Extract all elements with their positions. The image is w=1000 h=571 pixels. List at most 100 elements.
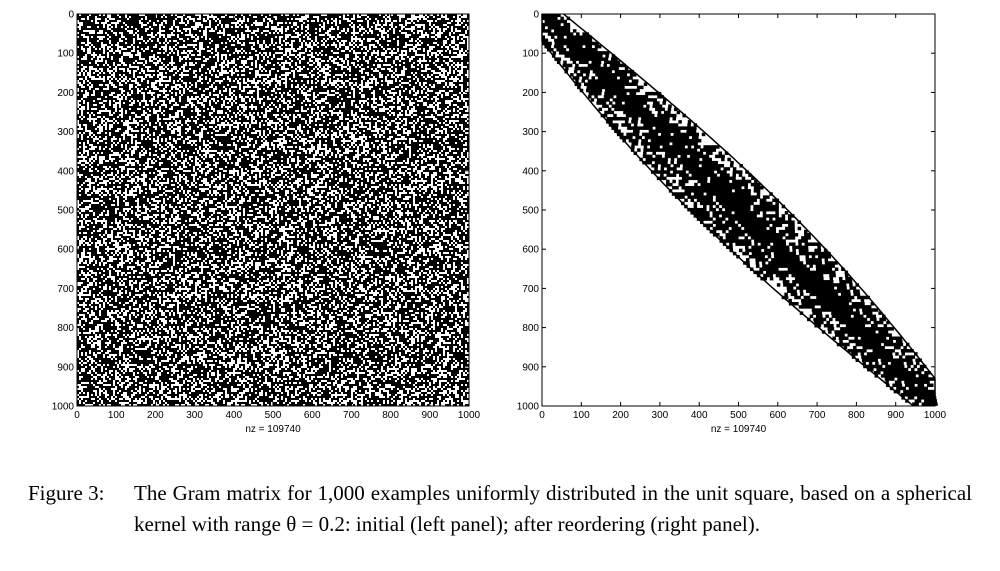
matrix-cell xyxy=(263,104,265,106)
matrix-cell xyxy=(157,110,159,112)
matrix-cell xyxy=(295,62,297,64)
matrix-cell xyxy=(387,100,389,102)
matrix-cell xyxy=(313,16,315,18)
matrix-cell xyxy=(323,14,325,16)
matrix-cell xyxy=(147,28,149,30)
matrix-cell xyxy=(201,130,203,132)
matrix-cell xyxy=(175,124,177,126)
matrix-cell xyxy=(313,56,315,58)
matrix-cell xyxy=(195,84,197,86)
matrix-cell xyxy=(87,26,89,28)
matrix-cell xyxy=(235,120,237,122)
matrix-cell xyxy=(111,140,113,142)
matrix-cell xyxy=(269,130,271,132)
matrix-cell xyxy=(195,120,197,122)
matrix-cell xyxy=(133,118,135,120)
matrix-cell xyxy=(435,60,437,62)
matrix-cell xyxy=(107,48,109,50)
matrix-cell xyxy=(229,80,231,82)
matrix-cell xyxy=(251,104,253,106)
matrix-cell xyxy=(275,52,277,54)
matrix-cell xyxy=(311,150,313,152)
matrix-cell xyxy=(325,148,327,150)
matrix-cell xyxy=(217,70,219,72)
matrix-cell xyxy=(135,126,137,128)
matrix-cell xyxy=(173,132,175,134)
matrix-cell xyxy=(171,132,173,134)
matrix-cell xyxy=(383,118,385,120)
matrix-cell xyxy=(357,116,359,118)
matrix-cell xyxy=(209,72,211,74)
matrix-cell xyxy=(439,52,441,54)
matrix-cell xyxy=(343,138,345,140)
matrix-cell xyxy=(297,48,299,50)
matrix-cell xyxy=(357,152,359,154)
matrix-cell xyxy=(137,68,139,70)
matrix-cell xyxy=(389,40,391,42)
matrix-cell xyxy=(205,32,207,34)
matrix-cell xyxy=(245,114,247,116)
matrix-cell xyxy=(255,64,257,66)
matrix-cell xyxy=(361,82,363,84)
matrix-cell xyxy=(331,56,333,58)
matrix-cell xyxy=(347,30,349,32)
matrix-cell xyxy=(451,130,453,132)
matrix-cell xyxy=(209,26,211,28)
matrix-cell xyxy=(151,94,153,96)
matrix-cell xyxy=(285,78,287,80)
matrix-cell xyxy=(221,144,223,146)
matrix-cell xyxy=(215,16,217,18)
matrix-cell xyxy=(391,66,393,68)
matrix-cell xyxy=(391,82,393,84)
matrix-cell xyxy=(431,114,433,116)
matrix-cell xyxy=(427,64,429,66)
matrix-cell xyxy=(351,102,353,104)
matrix-cell xyxy=(375,28,377,30)
matrix-cell xyxy=(339,36,341,38)
matrix-cell xyxy=(309,46,311,48)
matrix-cell xyxy=(459,42,461,44)
matrix-cell xyxy=(147,86,149,88)
matrix-cell xyxy=(81,68,83,70)
matrix-cell xyxy=(409,58,411,60)
matrix-cell xyxy=(187,56,189,58)
matrix-cell xyxy=(449,22,451,24)
matrix-cell xyxy=(223,60,225,62)
matrix-cell xyxy=(433,62,435,64)
matrix-cell xyxy=(427,20,429,22)
matrix-cell xyxy=(417,134,419,136)
matrix-cell xyxy=(343,40,345,42)
matrix-cell xyxy=(89,70,91,72)
matrix-cell xyxy=(409,142,411,144)
matrix-cell xyxy=(247,18,249,20)
matrix-cell xyxy=(437,136,439,138)
matrix-cell xyxy=(447,38,449,40)
matrix-cell xyxy=(153,134,155,136)
matrix-cell xyxy=(227,84,229,86)
matrix-cell xyxy=(465,106,467,108)
matrix-cell xyxy=(133,50,135,52)
matrix-cell xyxy=(291,150,293,152)
matrix-cell xyxy=(143,14,145,16)
matrix-cell xyxy=(437,98,439,100)
matrix-cell xyxy=(361,94,363,96)
matrix-cell xyxy=(203,34,205,36)
matrix-cell xyxy=(127,92,129,94)
matrix-cell xyxy=(413,90,415,92)
matrix-cell xyxy=(217,100,219,102)
matrix-cell xyxy=(383,36,385,38)
matrix-cell xyxy=(245,106,247,108)
matrix-cell xyxy=(463,42,465,44)
matrix-cell xyxy=(349,150,351,152)
matrix-cell xyxy=(115,120,117,122)
matrix-cell xyxy=(417,26,419,28)
matrix-cell xyxy=(99,14,101,16)
matrix-cell xyxy=(369,48,371,50)
matrix-cell xyxy=(205,36,207,38)
matrix-cell xyxy=(461,16,463,18)
matrix-cell xyxy=(405,28,407,30)
matrix-cell xyxy=(129,66,131,68)
matrix-cell xyxy=(379,72,381,74)
matrix-cell xyxy=(257,54,259,56)
matrix-cell xyxy=(413,120,415,122)
